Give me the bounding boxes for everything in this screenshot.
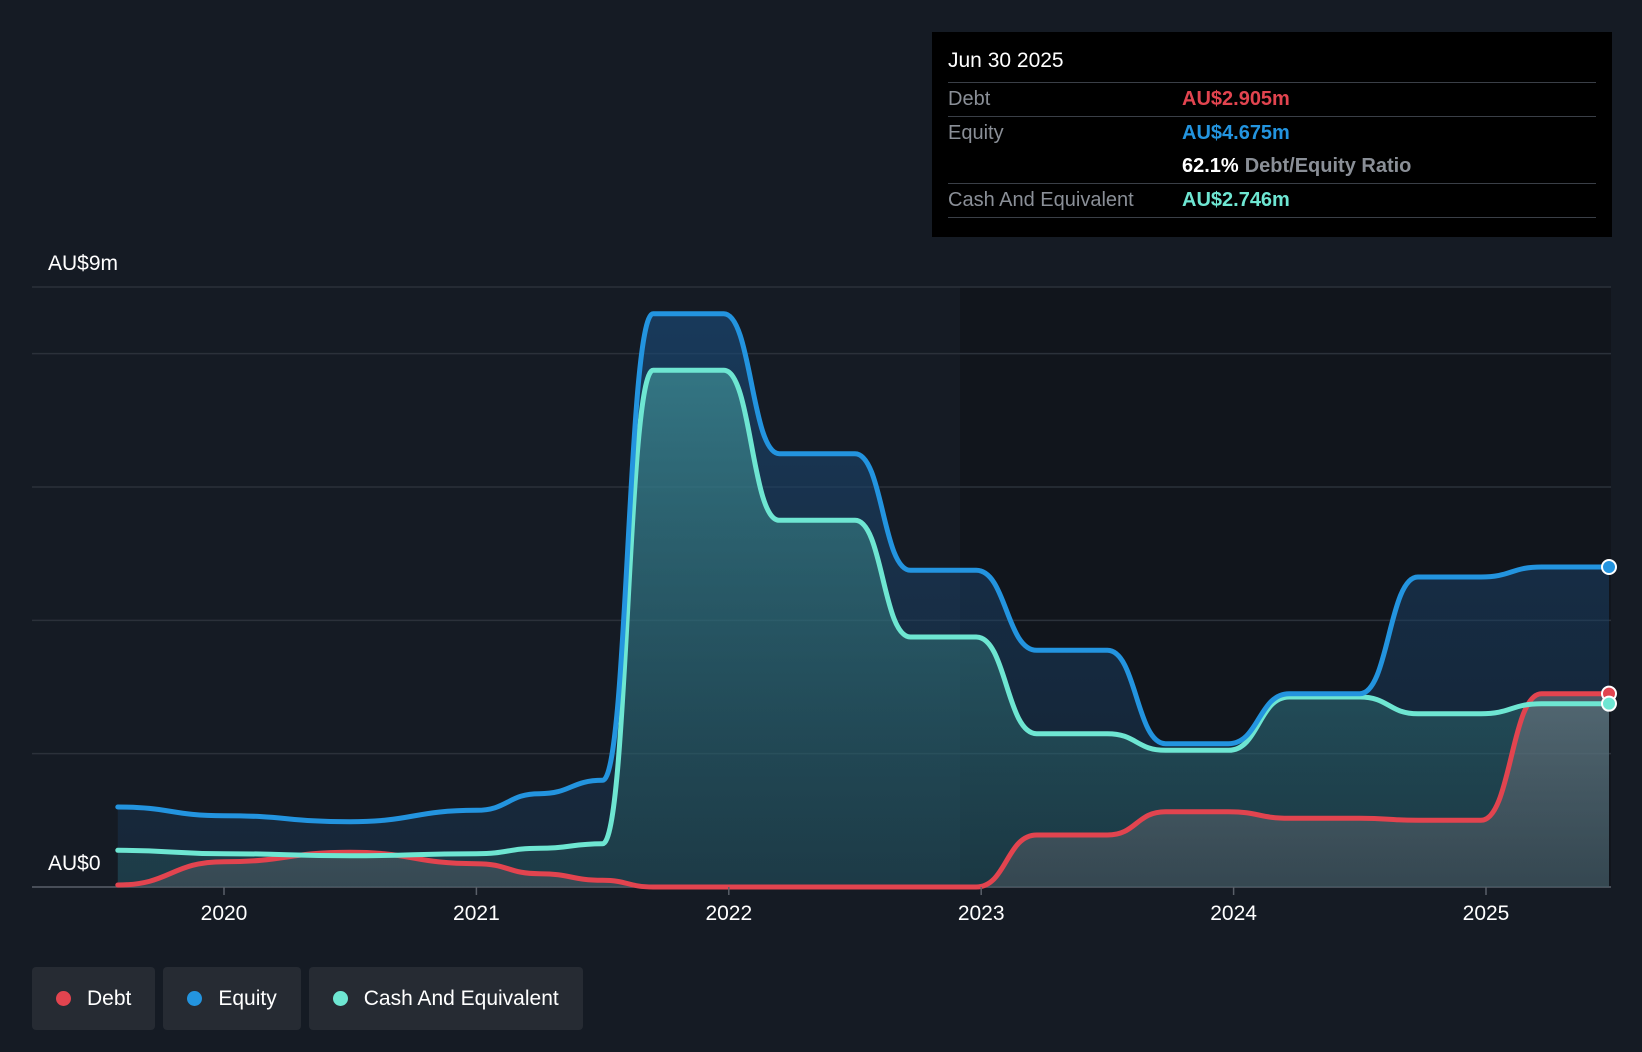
legend-item-equity[interactable]: Equity [163,967,301,1030]
tooltip-equity-row: Equity AU$4.675m [948,116,1596,150]
tooltip-ratio-value: 62.1% [1182,155,1239,177]
tooltip-debt-row: Debt AU$2.905m [948,82,1596,116]
end-markers [1601,559,1617,712]
tooltip-cash-label: Cash And Equivalent [948,189,1134,211]
legend-item-debt[interactable]: Debt [32,967,156,1030]
equity-end-marker[interactable] [1601,559,1617,575]
x-axis: 2020 2021 2022 2023 2024 2025 [201,887,1510,925]
cash-end-marker[interactable] [1601,695,1617,712]
tooltip-debt-label: Debt [948,88,991,110]
debt-dot-icon [56,991,71,1006]
equity-dot-icon [187,991,203,1006]
lines [115,311,1612,890]
equity-line [115,311,1612,825]
debt-line [115,691,1612,890]
x-tick-label-2022: 2022 [705,902,752,925]
legend-item-cash[interactable]: Cash And Equivalent [308,967,583,1030]
x-tick-label-2024: 2024 [1210,902,1257,925]
cash-area [117,370,1609,887]
x-tick-label-2025: 2025 [1463,902,1510,925]
cash-line [115,367,1612,859]
cash-dot-icon [332,991,348,1006]
legend-equity-label: Equity [218,986,277,1010]
tooltip-ratio-label: Debt/Equity Ratio [1244,155,1412,177]
tooltip-debt-value: AU$2.905m [1182,88,1290,110]
y-axis-bottom-label: AU$0 [48,852,101,875]
y-axis-top-label: AU$9m [48,252,118,275]
tooltip: Jun 30 2025 Debt AU$2.905m Equity AU$4.6… [932,32,1612,237]
tooltip-ratio-row: 62.1% Debt/Equity Ratio [948,150,1596,183]
tooltip-cash-row: Cash And Equivalent AU$2.746m [948,183,1596,218]
x-tick-label-2021: 2021 [453,902,500,925]
tooltip-equity-value: AU$4.675m [1182,122,1290,144]
x-tick-label-2020: 2020 [201,902,248,925]
debt-area [117,693,1609,887]
x-tick-label-2023: 2023 [958,902,1005,925]
tooltip-date: Jun 30 2025 [948,49,1064,72]
tooltip-cash-value: AU$2.746m [1182,189,1290,211]
legend: Debt Equity Cash And Equivalent [32,967,583,1030]
legend-debt-label: Debt [87,986,132,1010]
legend-cash-label: Cash And Equivalent [363,986,559,1010]
tooltip-equity-label: Equity [948,122,1004,144]
